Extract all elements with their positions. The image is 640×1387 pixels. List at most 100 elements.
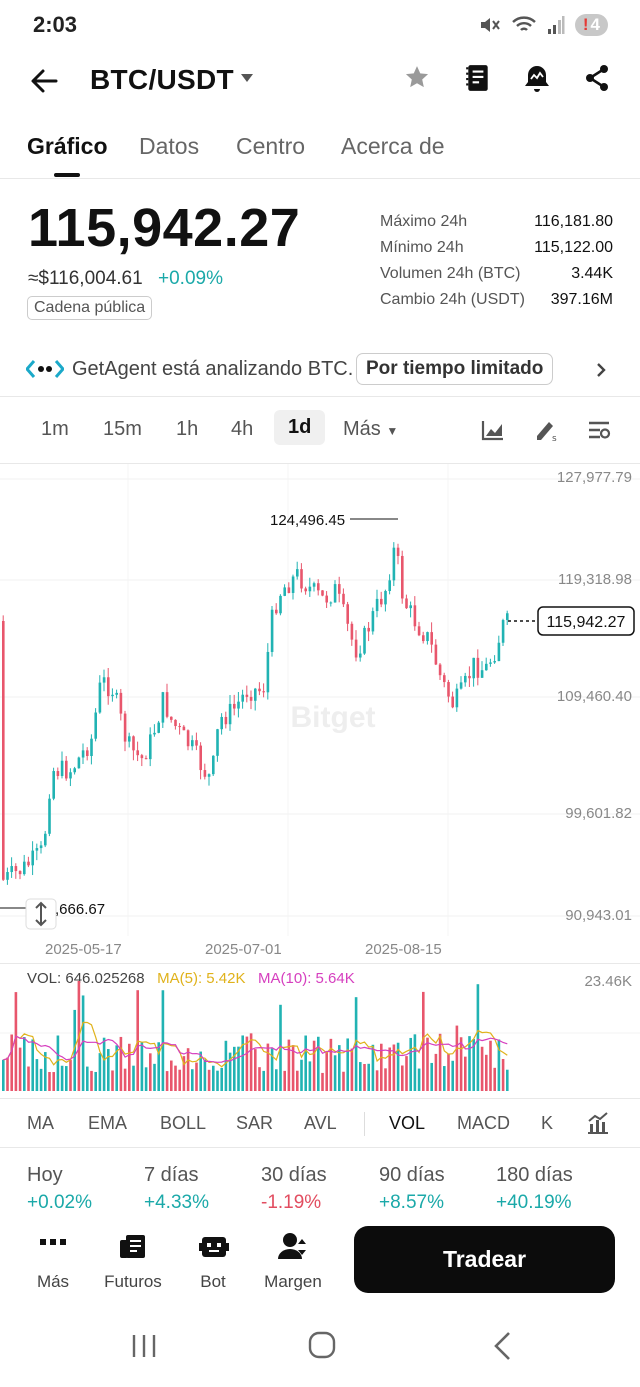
back-nav-icon[interactable] [492, 1331, 512, 1361]
volume-bar [31, 1039, 34, 1091]
getagent-logo-icon [26, 360, 64, 378]
volume-bar [102, 1037, 106, 1091]
indicator-macd[interactable]: MACD [457, 1113, 510, 1133]
volume-bar [69, 1059, 72, 1091]
volume-bar [128, 1043, 131, 1091]
tab-datos[interactable]: Datos [139, 133, 200, 159]
perf-180d-value: +40.19% [496, 1192, 572, 1213]
interval-15m[interactable]: 15m [103, 418, 142, 440]
volume-bar [262, 1070, 265, 1091]
volume-bar [98, 1053, 102, 1091]
public-chain-chip[interactable]: Cadena pública [27, 296, 153, 320]
indicator-settings-icon[interactable] [586, 1111, 610, 1135]
candle-body [207, 774, 211, 777]
bot-icon [199, 1237, 229, 1257]
candle-body [455, 688, 459, 708]
price-alert-bell-icon[interactable] [523, 64, 551, 94]
candle-body [18, 871, 22, 875]
candle-body [136, 750, 139, 756]
volume-legend: VOL: 646.025268 MA(5): 5.42K MA(10): 5.6… [27, 970, 355, 987]
volume-bar [417, 1068, 421, 1091]
interval-1d[interactable]: 1d [274, 410, 326, 445]
share-icon[interactable] [584, 64, 610, 92]
futures-action-label[interactable]: Futuros [104, 1272, 162, 1291]
price-chart[interactable]: Bitget 124,496.45 …,666.67 115,942.27 [0, 464, 640, 936]
more-action[interactable] [23, 1234, 83, 1294]
candle-body [434, 644, 438, 665]
candle-body [203, 770, 207, 777]
volume-chart[interactable] [0, 980, 640, 1094]
volume-bar [287, 1039, 291, 1091]
indicator-vol[interactable]: VOL [389, 1113, 426, 1133]
chart-type-icon[interactable] [481, 419, 505, 441]
recent-apps-icon[interactable] [130, 1332, 158, 1360]
tab-centro[interactable]: Centro [236, 133, 306, 159]
indicator-boll[interactable]: BOLL [160, 1113, 207, 1133]
futures-icon [120, 1235, 145, 1258]
bot-action-label[interactable]: Bot [200, 1272, 226, 1291]
indicator-ema[interactable]: EMA [88, 1113, 128, 1133]
indicator-sar[interactable]: SAR [236, 1113, 274, 1133]
candle-body [384, 590, 387, 605]
perf-90d-label: 90 días [379, 1164, 445, 1186]
tab-grafico[interactable]: Gráfico [27, 133, 108, 159]
more-action-label[interactable]: Más [36, 1272, 70, 1291]
watermark: Bitget [291, 701, 376, 734]
interval-1m[interactable]: 1m [41, 418, 69, 440]
indicator-ma[interactable]: MA [27, 1113, 54, 1133]
notebook-icon[interactable] [465, 64, 491, 92]
y-axis-label-2: 119,318.98 [558, 571, 632, 588]
candle-body [178, 726, 181, 728]
candle-body [195, 740, 198, 746]
volume-bar [254, 1049, 257, 1091]
pair-title[interactable]: BTC/USDT [90, 64, 234, 95]
volume-bar [392, 1044, 396, 1091]
drawing-tools-icon[interactable]: s [534, 418, 560, 442]
chevron-down-icon[interactable] [241, 74, 253, 83]
trade-button[interactable]: Tradear [354, 1226, 615, 1293]
getagent-banner-text[interactable]: GetAgent está analizando BTC. [72, 358, 354, 380]
margin-action-label[interactable]: Margen [264, 1272, 322, 1291]
candle-body [6, 872, 9, 880]
volume-bar [266, 1043, 270, 1091]
candle-body [359, 653, 362, 658]
perf-today-value: +0.02% [27, 1192, 92, 1213]
chart-settings-icon[interactable] [587, 420, 611, 440]
tab-acerca-de[interactable]: Acerca de [341, 133, 445, 159]
volume-bar [86, 1066, 89, 1091]
candle-body [107, 677, 110, 697]
home-icon[interactable] [307, 1330, 337, 1360]
volume-bar [405, 1056, 408, 1091]
bot-action[interactable] [183, 1234, 243, 1294]
indicator-k[interactable]: K [541, 1113, 554, 1133]
candle-body [52, 771, 55, 799]
volume-bar [73, 1009, 76, 1091]
volume-bar [443, 1066, 446, 1091]
active-tab-indicator [54, 173, 80, 177]
limited-time-chip[interactable]: Por tiempo limitado [356, 353, 554, 385]
indicator-avl[interactable]: AVL [304, 1113, 337, 1133]
perf-today-label: Hoy [27, 1164, 63, 1186]
volume-bar [493, 1067, 496, 1091]
interval-more[interactable]: Más ▼ [343, 418, 398, 441]
ma10-line [3, 1035, 508, 1063]
margin-action[interactable] [262, 1232, 324, 1292]
volume-bar [413, 1034, 417, 1091]
star-icon[interactable] [404, 64, 430, 90]
volume-bar [409, 1037, 412, 1091]
candle-body [396, 547, 400, 556]
chevron-right-icon[interactable] [596, 362, 606, 378]
vol-ma10: MA(10): 5.64K [258, 970, 355, 987]
interval-1h[interactable]: 1h [176, 418, 199, 440]
volume-bar [186, 1048, 190, 1091]
interval-4h[interactable]: 4h [231, 418, 254, 440]
perf-180d-label: 180 días [496, 1164, 573, 1186]
back-arrow-icon[interactable] [30, 68, 58, 94]
volume-bar [354, 997, 358, 1091]
volume-bar [283, 1070, 286, 1091]
volume-bar [140, 1042, 144, 1091]
candle-body [249, 696, 253, 701]
futures-action[interactable] [102, 1234, 164, 1294]
volume-bar [233, 1046, 236, 1091]
volume-bar [451, 1060, 454, 1091]
